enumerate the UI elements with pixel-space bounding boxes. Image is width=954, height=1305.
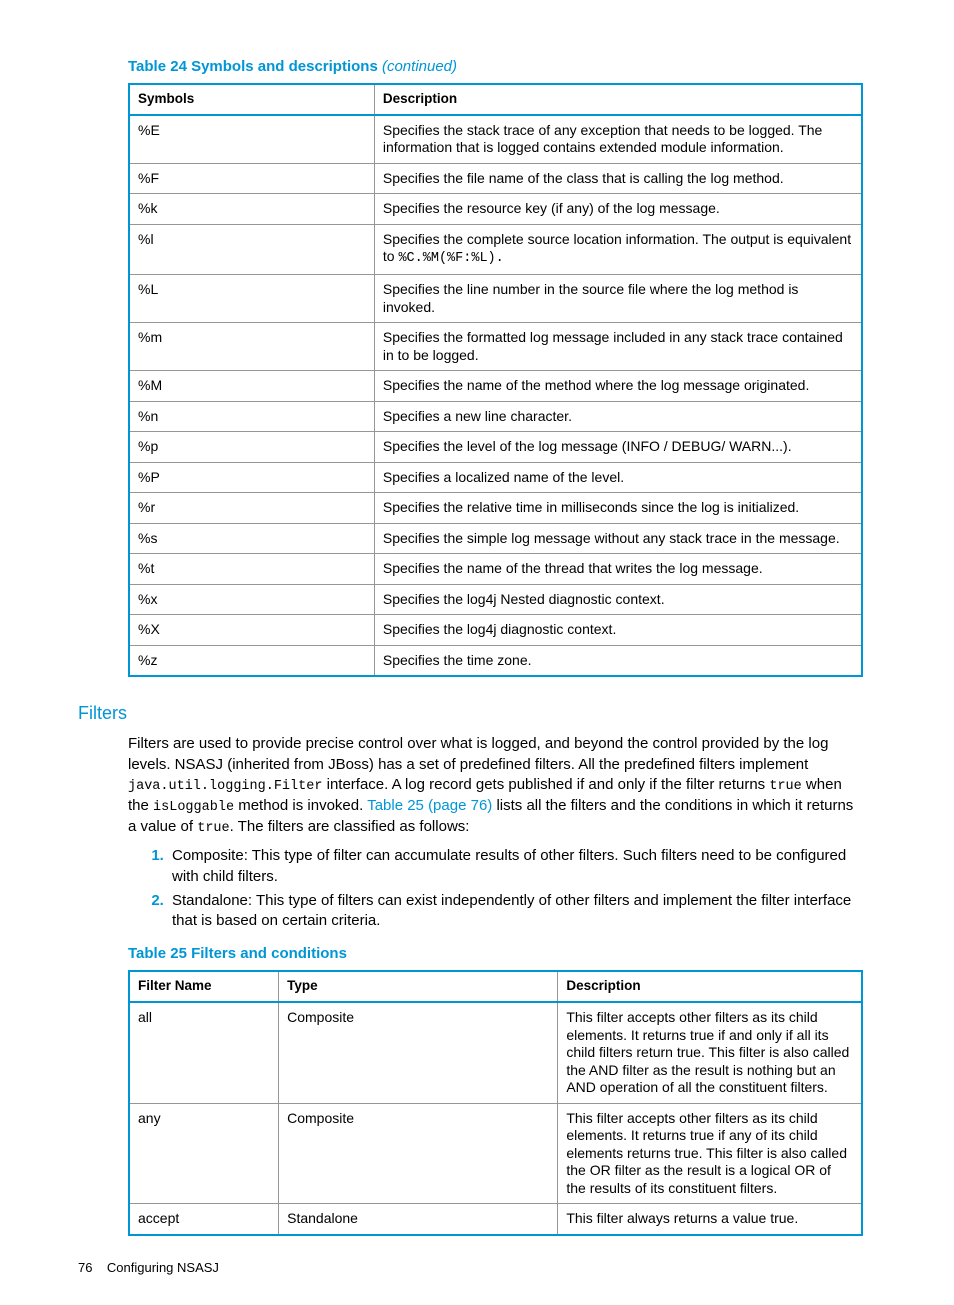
table-row: %nSpecifies a new line character. (129, 401, 862, 432)
table-row: %mSpecifies the formatted log message in… (129, 323, 862, 371)
table24-caption-main: Table 24 Symbols and descriptions (128, 58, 382, 75)
table-row: %XSpecifies the log4j diagnostic context… (129, 615, 862, 646)
filter-type-cell: Composite (279, 1002, 558, 1103)
filter-classification-list: Composite: This type of filter can accum… (128, 846, 862, 931)
symbol-cell: %p (129, 432, 374, 463)
code-snippet: true (197, 821, 229, 836)
table-row: accept Standalone This filter always ret… (129, 1204, 862, 1235)
desc-cell: Specifies the stack trace of any excepti… (374, 115, 862, 164)
desc-cell: Specifies the simple log message without… (374, 523, 862, 554)
symbol-cell: %s (129, 523, 374, 554)
para-text: interface. A log record gets published i… (322, 776, 769, 793)
symbol-cell: %M (129, 371, 374, 402)
desc-cell: Specifies the level of the log message (… (374, 432, 862, 463)
desc-cell: Specifies the log4j diagnostic context. (374, 615, 862, 646)
filter-name-cell: any (129, 1103, 279, 1204)
para-text: . The filters are classified as follows: (230, 818, 470, 835)
filter-desc-cell: This filter accepts other filters as its… (558, 1002, 862, 1103)
code-snippet: java.util.logging.Filter (128, 779, 322, 794)
filter-name-cell: all (129, 1002, 279, 1103)
symbol-cell: %n (129, 401, 374, 432)
page-footer: 76 Configuring NSASJ (78, 1260, 862, 1275)
table24-caption-continued: (continued) (382, 58, 457, 75)
symbol-cell: %k (129, 194, 374, 225)
table25: Filter Name Type Description all Composi… (128, 970, 863, 1235)
table24-head-symbols: Symbols (129, 84, 374, 115)
table24: Symbols Description %ESpecifies the stac… (128, 83, 863, 677)
table-row: %ESpecifies the stack trace of any excep… (129, 115, 862, 164)
desc-cell: Specifies the relative time in milliseco… (374, 493, 862, 524)
table-row: %tSpecifies the name of the thread that … (129, 554, 862, 585)
desc-cell: Specifies the complete source location i… (374, 224, 862, 274)
desc-cell: Specifies the formatted log message incl… (374, 323, 862, 371)
table25-head-name: Filter Name (129, 971, 279, 1002)
list-item: Composite: This type of filter can accum… (168, 846, 862, 887)
table-row: %MSpecifies the name of the method where… (129, 371, 862, 402)
desc-cell: Specifies the resource key (if any) of t… (374, 194, 862, 225)
desc-cell: Specifies a localized name of the level. (374, 462, 862, 493)
table-row: %zSpecifies the time zone. (129, 645, 862, 676)
table-row: %xSpecifies the log4j Nested diagnostic … (129, 584, 862, 615)
symbol-cell: %z (129, 645, 374, 676)
code-snippet: %C.%M(%F:%L). (398, 251, 503, 266)
symbol-cell: %L (129, 275, 374, 323)
symbol-cell: %X (129, 615, 374, 646)
desc-cell: Specifies the file name of the class tha… (374, 163, 862, 194)
symbol-cell: %F (129, 163, 374, 194)
symbol-cell: %l (129, 224, 374, 274)
symbol-cell: %m (129, 323, 374, 371)
filter-name-cell: accept (129, 1204, 279, 1235)
table25-head-description: Description (558, 971, 862, 1002)
desc-cell: Specifies the log4j Nested diagnostic co… (374, 584, 862, 615)
symbol-cell: %x (129, 584, 374, 615)
table-row: all Composite This filter accepts other … (129, 1002, 862, 1103)
symbol-cell: %r (129, 493, 374, 524)
table24-caption: Table 24 Symbols and descriptions (conti… (128, 58, 862, 75)
list-item: Standalone: This type of filters can exi… (168, 891, 862, 932)
desc-cell: Specifies the name of the method where t… (374, 371, 862, 402)
symbol-cell: %t (129, 554, 374, 585)
filter-type-cell: Composite (279, 1103, 558, 1204)
table-row: %sSpecifies the simple log message witho… (129, 523, 862, 554)
desc-cell: Specifies the name of the thread that wr… (374, 554, 862, 585)
footer-title: Configuring NSASJ (107, 1260, 219, 1275)
xref-table25[interactable]: Table 25 (page 76) (367, 797, 492, 814)
table-row: any Composite This filter accepts other … (129, 1103, 862, 1204)
table-row: %lSpecifies the complete source location… (129, 224, 862, 274)
desc-cell: Specifies the line number in the source … (374, 275, 862, 323)
desc-cell: Specifies the time zone. (374, 645, 862, 676)
table-row: %kSpecifies the resource key (if any) of… (129, 194, 862, 225)
filter-desc-cell: This filter always returns a value true. (558, 1204, 862, 1235)
table-row: %FSpecifies the file name of the class t… (129, 163, 862, 194)
table-row: %pSpecifies the level of the log message… (129, 432, 862, 463)
filter-type-cell: Standalone (279, 1204, 558, 1235)
table-row: %PSpecifies a localized name of the leve… (129, 462, 862, 493)
symbol-cell: %E (129, 115, 374, 164)
table25-caption: Table 25 Filters and conditions (128, 945, 862, 962)
para-text: method is invoked. (234, 797, 367, 814)
filter-desc-cell: This filter accepts other filters as its… (558, 1103, 862, 1204)
table24-head-description: Description (374, 84, 862, 115)
table-row: %rSpecifies the relative time in millise… (129, 493, 862, 524)
code-snippet: isLoggable (153, 800, 234, 815)
table-row: %LSpecifies the line number in the sourc… (129, 275, 862, 323)
section-title-filters: Filters (78, 703, 862, 724)
para-text: Filters are used to provide precise cont… (128, 735, 828, 772)
code-snippet: true (769, 779, 801, 794)
table25-head-type: Type (279, 971, 558, 1002)
symbol-cell: %P (129, 462, 374, 493)
desc-cell: Specifies a new line character. (374, 401, 862, 432)
filters-paragraph: Filters are used to provide precise cont… (128, 734, 862, 838)
page-number: 76 (78, 1260, 92, 1275)
